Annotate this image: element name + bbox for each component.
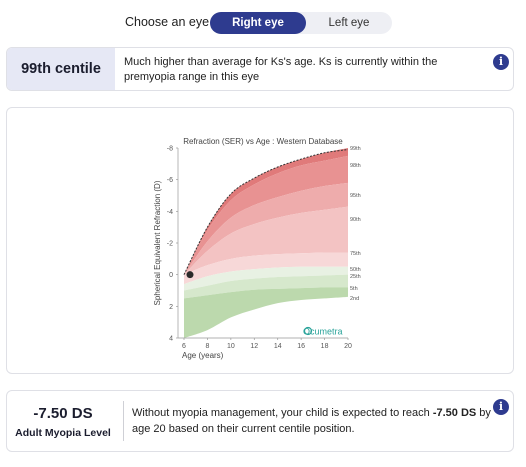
legend-label-95th: 95th [350, 193, 361, 199]
projection-text-value: -7.50 DS [432, 407, 477, 419]
y-axis-ticks: -8 -6 -4 -2 0 2 4 [167, 146, 178, 343]
centile-band-90th-75th [184, 206, 348, 275]
right-eye-button[interactable]: Right eye [210, 12, 306, 34]
x-tick-label: 8 [205, 343, 209, 350]
centile-card: 99th centile Much higher than average fo… [6, 47, 514, 91]
legend-label-90th: 90th [350, 217, 361, 223]
y-axis-label: Spherical Equivalent Refraction (D) [153, 180, 162, 305]
eye-selector-label: Choose an eye [125, 15, 210, 29]
x-tick-label: 18 [321, 343, 329, 350]
centile-band-75th-50th [184, 252, 348, 285]
centile-band-98th-95th [184, 155, 348, 275]
x-tick-label: 16 [297, 343, 305, 350]
y-tick-label: -4 [167, 209, 173, 216]
adult-myopia-value: -7.50 DS [33, 405, 93, 422]
adult-myopia-label: Adult Myopia Level [15, 427, 111, 439]
centile-band-5th-2nd [184, 287, 348, 338]
centile-badge: 99th centile [7, 48, 115, 90]
refraction-chart: Refraction (SER) vs Age : Western Databa… [153, 137, 361, 360]
centile-description: Much higher than average for Ks's age. K… [124, 56, 438, 83]
x-tick-label: 20 [344, 343, 352, 350]
x-axis-ticks: 6 8 10 12 14 16 18 20 [182, 338, 352, 350]
legend-label-25th: 25th [350, 274, 361, 280]
centile-info-icon[interactable]: i [493, 54, 509, 70]
legend-label-98th: 98th [350, 163, 361, 169]
x-tick-label: 6 [182, 343, 186, 350]
x-tick-label: 10 [227, 343, 235, 350]
centile-band-25th-5th [184, 274, 348, 299]
centile-band-95th-90th [184, 182, 348, 275]
chart-title: Refraction (SER) vs Age : Western Databa… [183, 137, 343, 146]
projection-description: Without myopia management, your child is… [132, 405, 492, 437]
chart-card: Refraction (SER) vs Age : Western Databa… [6, 107, 514, 374]
x-tick-label: 14 [274, 343, 282, 350]
projection-text-prefix: Without myopia management, your child is… [132, 407, 433, 419]
projection-text-suffix: by age 20 based on their current centile… [132, 407, 491, 435]
projection-divider [123, 401, 124, 441]
left-eye-button[interactable]: Left eye [328, 17, 370, 29]
centile-band-99th-98th [184, 148, 348, 275]
y-tick-label: -6 [167, 177, 173, 184]
ocumetra-logo-mark [303, 326, 313, 336]
projection-info-icon[interactable]: i [493, 399, 509, 415]
legend-label-99th: 99th [350, 146, 361, 152]
y-tick-label: -2 [167, 241, 173, 248]
ocumetra-watermark: Ocumetra [303, 327, 343, 337]
eye-selector: Choose an eye Right eye Left eye [0, 12, 526, 34]
eye-toggle: Right eye Left eye [210, 12, 392, 34]
legend-label-2nd: 2nd [350, 296, 359, 302]
projection-card: -7.50 DS Adult Myopia Level Without myop… [6, 390, 514, 452]
x-axis-label: Age (years) [182, 351, 224, 360]
y-tick-label: 0 [169, 272, 173, 279]
y-tick-label: 4 [169, 336, 173, 343]
legend-label-5th: 5th [350, 286, 358, 292]
y-tick-label: 2 [169, 304, 173, 311]
current-point [186, 271, 194, 279]
legend-label-50th: 50th [350, 267, 361, 273]
centile-bands [184, 148, 348, 338]
legend-label-75th: 75th [350, 251, 361, 257]
y-tick-label: -8 [167, 146, 173, 153]
ocumetra-logo: Ocumetra [303, 327, 343, 337]
projection-line [183, 149, 349, 275]
x-tick-label: 12 [250, 343, 258, 350]
centile-band-50th-25th [184, 266, 348, 291]
